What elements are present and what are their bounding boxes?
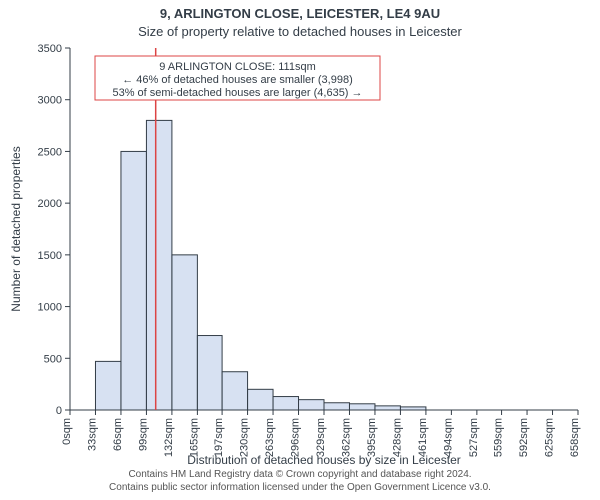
histogram-chart: 0 500 1000 1500 2000 2500 3000 3500 0sqm 33sqm 66s… <box>0 0 600 500</box>
histogram-bar <box>299 400 324 410</box>
x-tick-label: 527sqm <box>468 418 480 457</box>
x-tick-label: 263sqm <box>264 418 276 457</box>
histogram-bar <box>95 361 120 410</box>
y-tick-label: 1000 <box>38 302 62 314</box>
x-tick-label: 33sqm <box>86 418 98 451</box>
x-tick-label: 296sqm <box>290 418 302 457</box>
x-tick-label: 66sqm <box>112 418 124 451</box>
x-tick-label: 559sqm <box>493 418 505 457</box>
y-axis-label: Number of detached properties <box>9 146 23 311</box>
y-tick-label: 3500 <box>38 43 62 55</box>
y-tick-label: 2000 <box>38 198 62 210</box>
x-tick-label: 99sqm <box>137 418 149 451</box>
histogram-bar <box>146 120 171 410</box>
footer-line1: Contains HM Land Registry data © Crown c… <box>0 468 600 481</box>
y-tick-label: 2500 <box>38 146 62 158</box>
x-tick-label: 362sqm <box>340 418 352 457</box>
x-tick-label: 658sqm <box>569 418 581 457</box>
x-tick-label: 329sqm <box>315 418 327 457</box>
x-tick-label: 428sqm <box>391 418 403 457</box>
x-tick-label: 625sqm <box>544 418 556 457</box>
callout-line: 53% of semi-detached houses are larger (… <box>112 87 362 99</box>
histogram-bar <box>375 406 400 410</box>
histogram-bar <box>273 397 298 410</box>
x-axis-label: Distribution of detached houses by size … <box>187 453 461 467</box>
y-tick-label: 3000 <box>38 95 62 107</box>
x-tick-label: 230sqm <box>239 418 251 457</box>
histogram-bar <box>172 255 197 410</box>
histogram-bar <box>121 151 146 410</box>
y-tick-label: 1500 <box>38 250 62 262</box>
callout-line: 9 ARLINGTON CLOSE: 111sqm <box>159 61 316 73</box>
histogram-bar <box>324 403 349 410</box>
x-tick-label: 395sqm <box>366 418 378 457</box>
y-tick-label: 500 <box>44 353 62 365</box>
y-tick-label: 0 <box>56 405 62 417</box>
histogram-bar <box>248 389 273 410</box>
x-tick-label: 494sqm <box>442 418 454 457</box>
x-tick-label: 165sqm <box>188 418 200 457</box>
page: 9, ARLINGTON CLOSE, LEICESTER, LE4 9AU S… <box>0 0 600 500</box>
x-tick-label: 197sqm <box>213 418 225 457</box>
x-tick-label: 0sqm <box>61 418 73 445</box>
histogram-bar <box>197 336 222 410</box>
footer: Contains HM Land Registry data © Crown c… <box>0 468 600 494</box>
callout-line: ← 46% of detached houses are smaller (3,… <box>122 74 353 86</box>
x-tick-label: 592sqm <box>518 418 530 457</box>
histogram-bar <box>222 372 247 410</box>
x-tick-label: 461sqm <box>417 418 429 457</box>
histogram-bar <box>349 404 374 410</box>
x-tick-label: 132sqm <box>163 418 175 457</box>
footer-line2: Contains public sector information licen… <box>0 481 600 494</box>
